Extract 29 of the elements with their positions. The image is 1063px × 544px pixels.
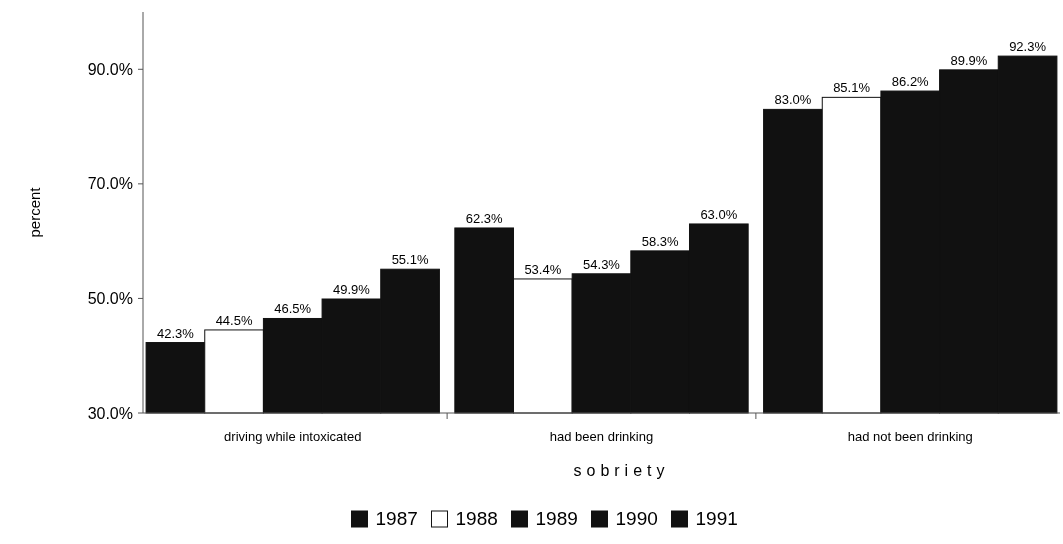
x-tick-label: driving while intoxicated bbox=[224, 429, 362, 444]
data-label: 49.9% bbox=[332, 282, 371, 297]
y-tick-label: 90.0% bbox=[87, 60, 133, 78]
data-label: 53.4% bbox=[524, 261, 562, 277]
data-label: 55.1% bbox=[391, 252, 429, 268]
data-label: 86.2% bbox=[891, 74, 930, 90]
legend-label: 1987 bbox=[375, 508, 418, 529]
y-axis-title: percent bbox=[26, 186, 43, 238]
data-label: 46.5% bbox=[274, 301, 312, 317]
data-label: 89.9% bbox=[950, 52, 988, 68]
data-label: 83.0% bbox=[774, 92, 812, 108]
legend-label: 1988 bbox=[455, 508, 498, 529]
data-label: 42.3% bbox=[156, 325, 195, 341]
data-label: 58.3% bbox=[641, 233, 680, 249]
y-tick-label: 70.0% bbox=[87, 175, 133, 193]
data-label: 62.3% bbox=[465, 210, 504, 226]
data-label: 85.1% bbox=[833, 80, 871, 96]
x-tick-label: had been drinking bbox=[549, 429, 654, 444]
x-tick-label: had not been drinking bbox=[847, 429, 973, 444]
y-tick-label: 50.0% bbox=[87, 290, 133, 308]
y-tick-label: 30.0% bbox=[87, 404, 133, 422]
data-label: 92.3% bbox=[1009, 39, 1047, 55]
legend-label: 1989 bbox=[535, 508, 578, 529]
x-axis-title: sobriety bbox=[573, 462, 670, 479]
legend-label: 1991 bbox=[695, 508, 738, 529]
legend-label: 1990 bbox=[615, 508, 658, 529]
data-label: 54.3% bbox=[583, 256, 621, 272]
data-label: 44.5% bbox=[215, 312, 253, 328]
data-label: 63.0% bbox=[700, 206, 738, 222]
